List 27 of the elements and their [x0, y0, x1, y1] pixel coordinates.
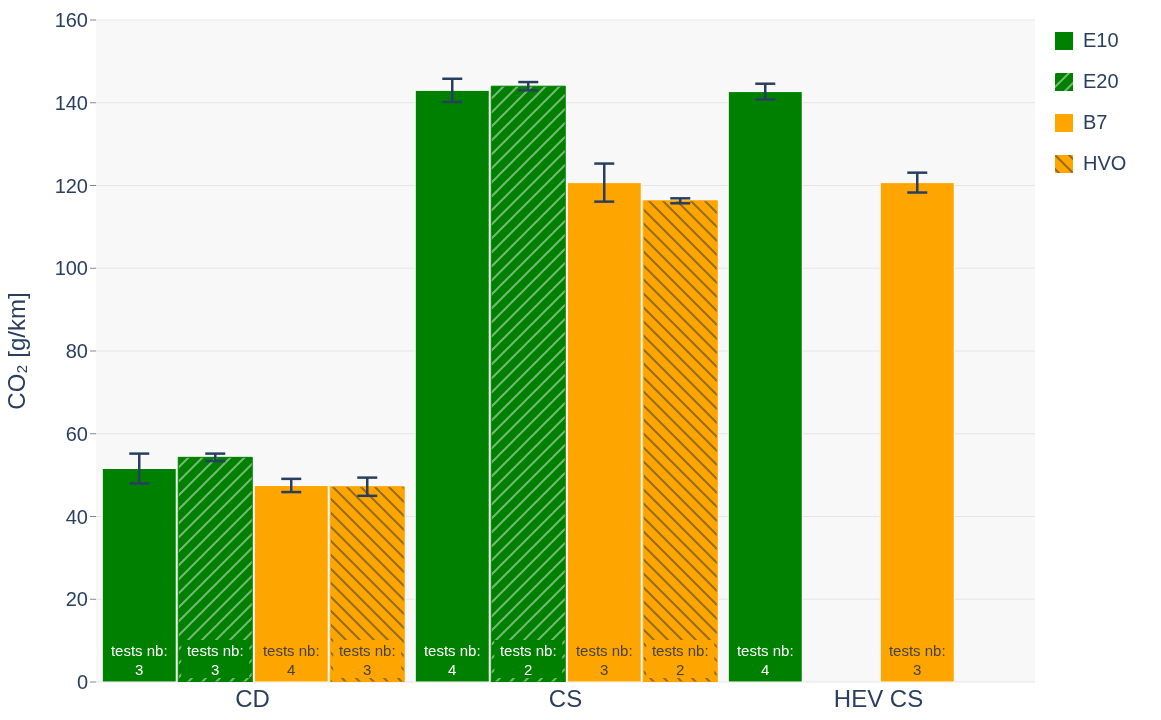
annotation: tests nb: 4 [736, 642, 794, 678]
y-tick-label: 60 [65, 422, 88, 445]
legend-label: E10 [1083, 29, 1119, 52]
y-tick-label: 100 [54, 257, 88, 280]
legend-label: HVO [1083, 152, 1127, 175]
y-tick-label: 120 [54, 174, 88, 197]
x-tick-label: HEV CS [833, 685, 924, 713]
y-tick-label: 20 [65, 588, 88, 611]
annotation: tests nb: 3 [575, 642, 633, 678]
y-tick-label: 40 [65, 505, 88, 528]
legend-label: E20 [1083, 70, 1119, 93]
y-axis-title: CO₂ [g/km] [2, 292, 30, 410]
y-tick-label: 80 [65, 340, 88, 363]
annotation: tests nb: 3 [338, 642, 396, 678]
annotation: tests nb: 3 [186, 642, 244, 678]
y-tick-label: 140 [54, 91, 88, 114]
y-tick-label: 160 [54, 9, 88, 32]
annotation: tests nb: 2 [651, 642, 709, 678]
annotation: tests nb: 2 [499, 642, 557, 678]
x-tick-label: CS [548, 685, 583, 713]
annotation: tests nb: 4 [423, 642, 481, 678]
annotation: tests nb: 3 [110, 642, 168, 678]
legend-label: B7 [1083, 111, 1108, 134]
annotation: tests nb: 3 [888, 642, 946, 678]
x-tick-label: CD [235, 685, 270, 713]
y-tick-label: 0 [76, 671, 88, 694]
annotation: tests nb: 4 [262, 642, 320, 678]
